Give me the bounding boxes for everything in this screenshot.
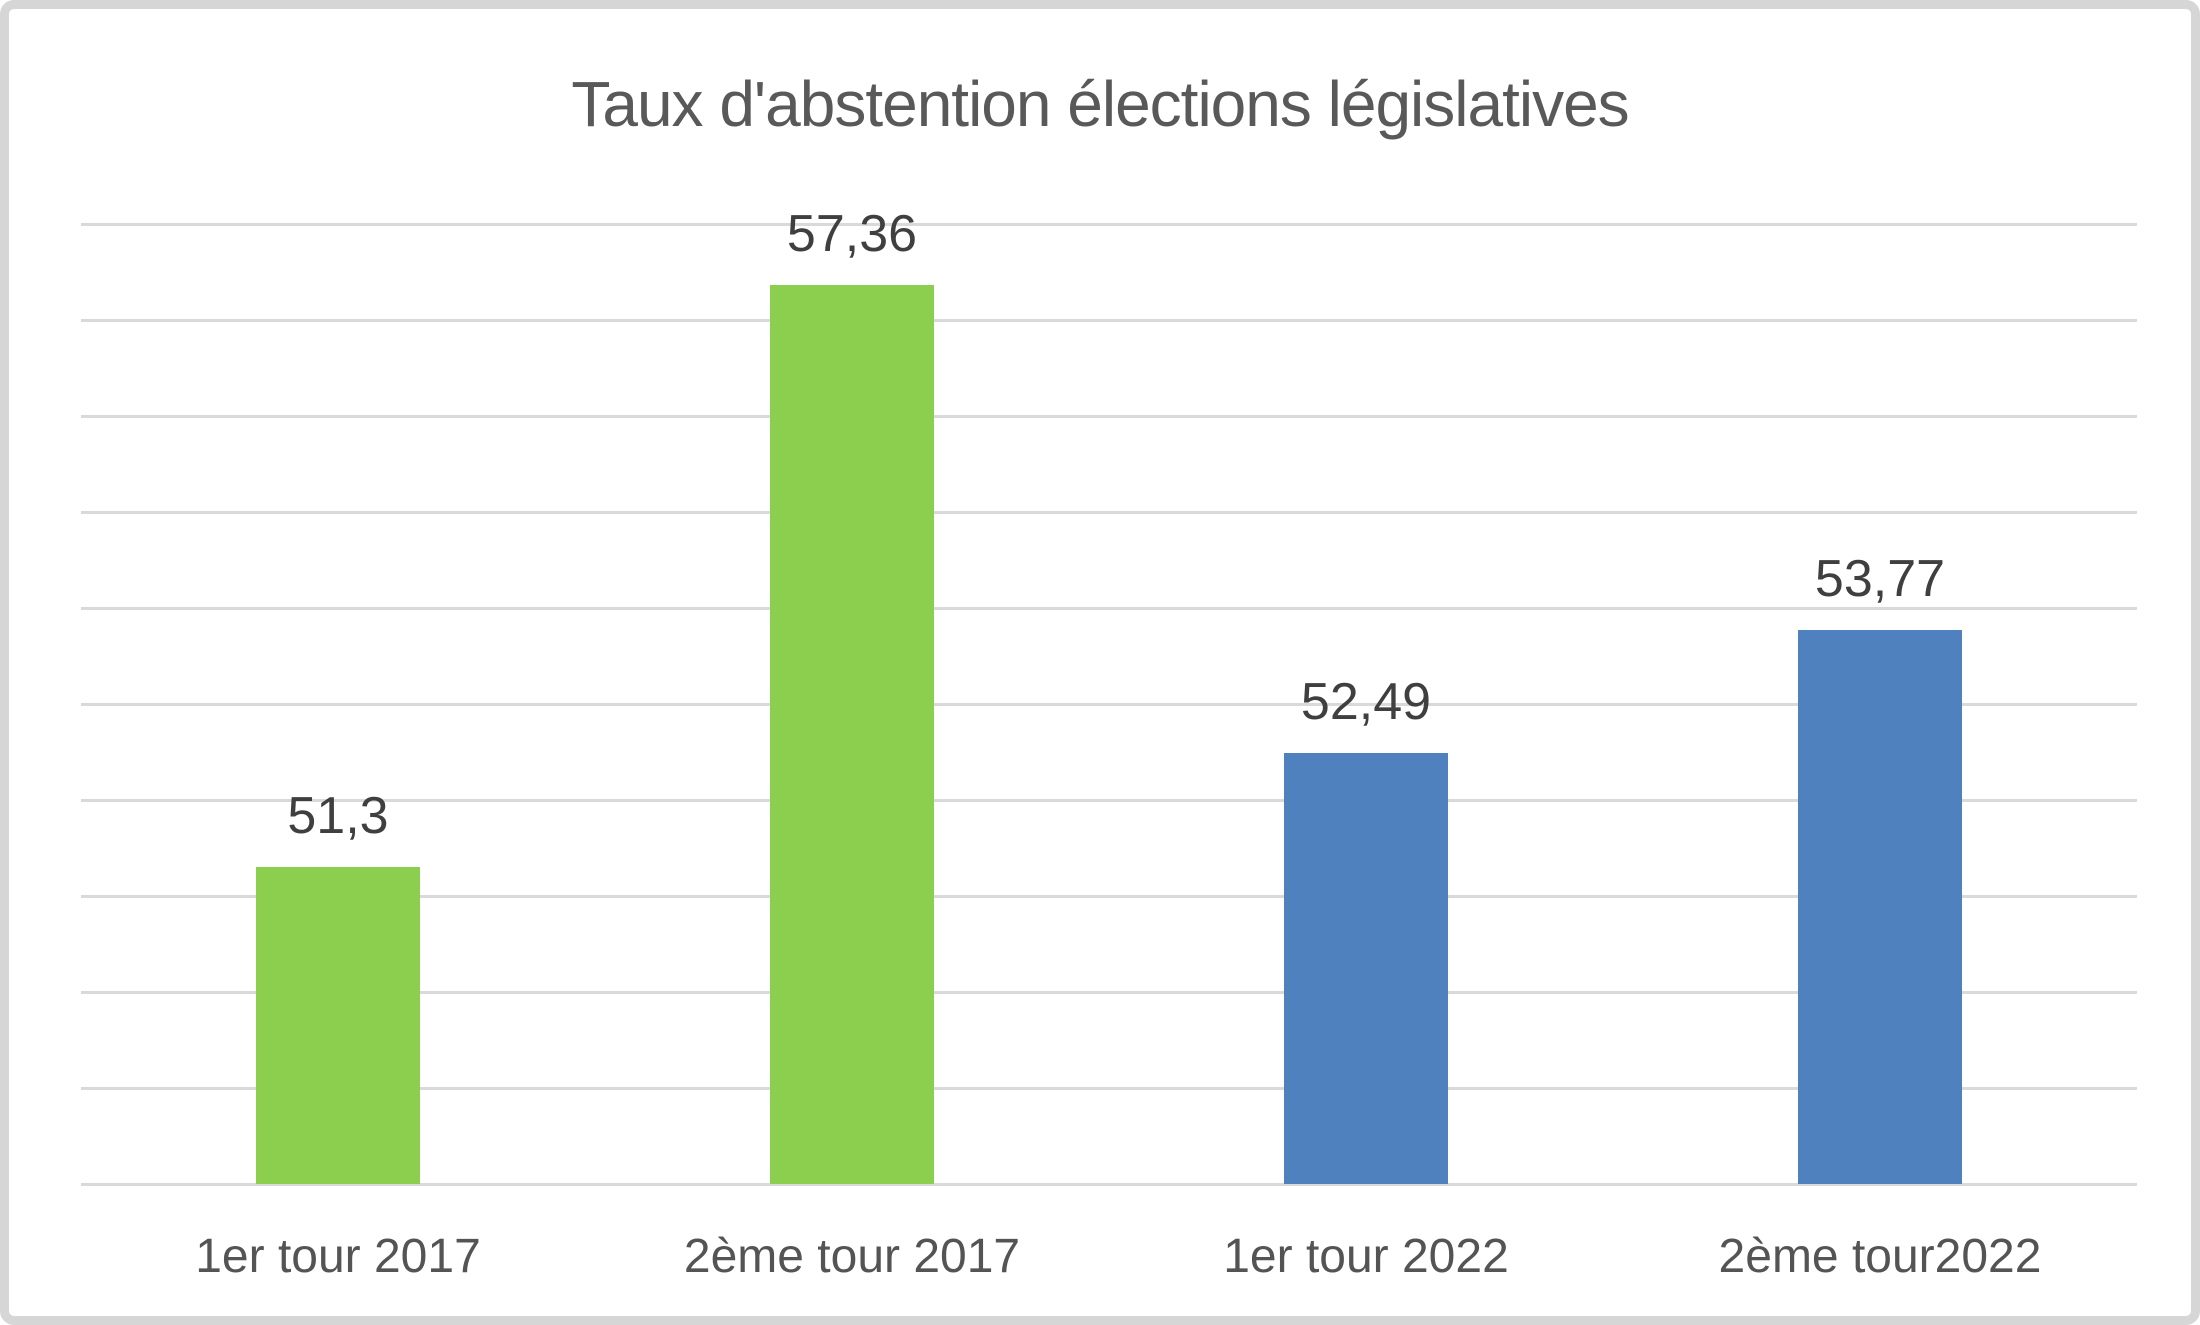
gridline	[81, 510, 2137, 514]
gridline	[81, 798, 2137, 802]
value-label: 52,49	[1300, 672, 1432, 731]
gridline	[81, 318, 2137, 322]
bar-2ème tour2022	[1798, 630, 1962, 1184]
bar-2ème tour 2017	[770, 285, 934, 1184]
chart-title: Taux d'abstention élections législatives	[571, 68, 1629, 140]
value-label: 57,36	[786, 205, 918, 264]
gridline	[81, 1086, 2137, 1090]
gridline	[81, 894, 2137, 898]
value-label: 53,77	[1814, 550, 1946, 609]
category-label: 1er tour 2017	[195, 1230, 481, 1283]
gridline	[81, 222, 2137, 226]
category-label: 2ème tour2022	[1718, 1230, 2042, 1283]
gridline	[81, 414, 2137, 418]
gridline	[81, 606, 2137, 610]
gridline	[81, 702, 2137, 706]
category-label: 2ème tour 2017	[683, 1230, 1021, 1283]
bar-1er tour 2022	[1284, 752, 1448, 1184]
bar-1er tour 2017	[256, 867, 420, 1184]
plot-area: 51,3 57,36 52,49 53,77	[81, 208, 2137, 1186]
gridline	[81, 990, 2137, 994]
category-label: 1er tour 2022	[1223, 1230, 1509, 1283]
gridline	[81, 1182, 2137, 1186]
value-label: 51,3	[287, 787, 389, 846]
